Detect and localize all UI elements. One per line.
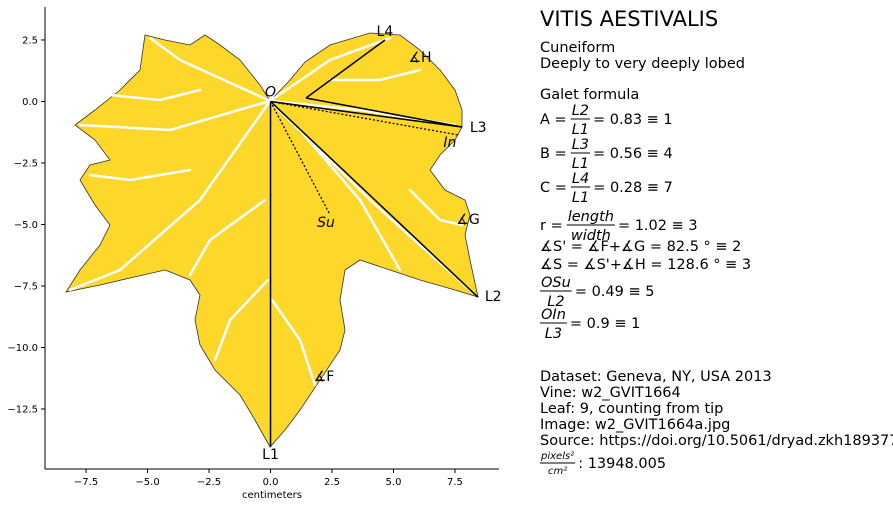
annotation-line: Deeply to very deeply lobed xyxy=(540,56,745,72)
y-tick-label: −5.0 xyxy=(14,220,38,231)
fraction-den: cm² xyxy=(548,466,567,477)
y-tick-label: −12.5 xyxy=(7,404,38,415)
formula-lhs: A = xyxy=(540,112,567,128)
dataset-line: Leaf: 9, counting from tip xyxy=(540,401,723,417)
fraction-num: length xyxy=(568,209,614,225)
formula-rhs: = 1.02 ≡ 3 xyxy=(618,218,698,234)
h-lines xyxy=(305,39,463,128)
fraction-den: L1 xyxy=(572,122,589,138)
leaf-outline xyxy=(65,32,479,448)
fraction-num: L2 xyxy=(572,103,589,119)
dataset-line: Dataset: Geneva, NY, USA 2013 xyxy=(540,369,772,385)
formula-rhs: = 0.28 ≡ 7 xyxy=(593,180,673,196)
angle-label: ∡H xyxy=(408,50,431,66)
landmark-label: L2 xyxy=(485,289,502,305)
formula-rhs: = 0.9 ≡ 1 xyxy=(570,316,640,332)
fraction-num: OSu xyxy=(541,275,571,291)
formula-rhs: : 13948.005 xyxy=(578,456,666,472)
x-tick-label: 7.5 xyxy=(447,477,463,488)
fraction-den: L3 xyxy=(545,326,562,342)
formula-rhs: = 0.83 ≡ 1 xyxy=(593,112,673,128)
formula-rhs: = 0.56 ≡ 4 xyxy=(593,146,673,162)
x-tick-label: 5.0 xyxy=(386,477,402,488)
formula-rhs: = 0.49 ≡ 5 xyxy=(575,284,655,300)
fraction-num: OIn xyxy=(541,307,566,323)
angle-label: ∡F xyxy=(314,369,335,385)
x-axis-label: centimeters xyxy=(242,490,302,501)
dotted-segment xyxy=(269,101,331,216)
y-tick-label: −7.5 xyxy=(14,281,38,292)
veins xyxy=(68,36,472,387)
landmark-label: L1 xyxy=(262,447,279,463)
dataset-line: Image: w2_GVIT1664a.jpg xyxy=(540,417,730,433)
y-tick-label: 2.5 xyxy=(22,35,38,46)
x-tick-label: −5.0 xyxy=(135,477,159,488)
x-tick-label: 0.0 xyxy=(263,477,279,488)
x-tick-label: −2.5 xyxy=(197,477,221,488)
fraction-num: L3 xyxy=(572,137,589,153)
formula-lhs: B = xyxy=(540,146,567,162)
formula-lhs: r = xyxy=(540,218,563,234)
formula-line: ∡S = ∡S'+∡H = 128.6 ° ≡ 3 xyxy=(540,257,751,273)
fraction-den: L1 xyxy=(572,156,589,172)
landmark-label: Su xyxy=(317,215,335,231)
y-tick-label: −2.5 xyxy=(14,158,38,169)
segment xyxy=(270,100,479,298)
title: VITIS AESTIVALIS xyxy=(540,7,718,31)
landmark-label: L4 xyxy=(377,24,394,40)
fraction-den: L2 xyxy=(547,294,564,310)
landmark-label: L3 xyxy=(470,120,487,136)
fraction-num: L4 xyxy=(572,171,589,187)
segment xyxy=(270,100,462,128)
formula-lhs: C = xyxy=(540,180,567,196)
fraction-den: L1 xyxy=(572,190,589,206)
dataset-line: Source: https://doi.org/10.5061/dryad.zk… xyxy=(540,433,893,449)
landmark-label: In xyxy=(443,135,456,151)
y-tick-label: 0.0 xyxy=(22,97,38,108)
annotation-line: Galet formula xyxy=(540,87,639,103)
fraction-den: width xyxy=(571,228,611,244)
landmark-label: O xyxy=(265,84,276,100)
fraction-num: pixels² xyxy=(540,451,574,462)
formula-line: ∡S' = ∡F+∡G = 82.5 ° ≡ 2 xyxy=(540,239,741,255)
x-tick-label: 2.5 xyxy=(324,477,340,488)
annotation-line: Cuneiform xyxy=(540,40,615,56)
y-tick-label: −10.0 xyxy=(7,343,38,354)
x-tick-label: −7.5 xyxy=(74,477,98,488)
angle-label: ∡G xyxy=(456,212,479,228)
dataset-line: Vine: w2_GVIT1664 xyxy=(540,385,681,401)
